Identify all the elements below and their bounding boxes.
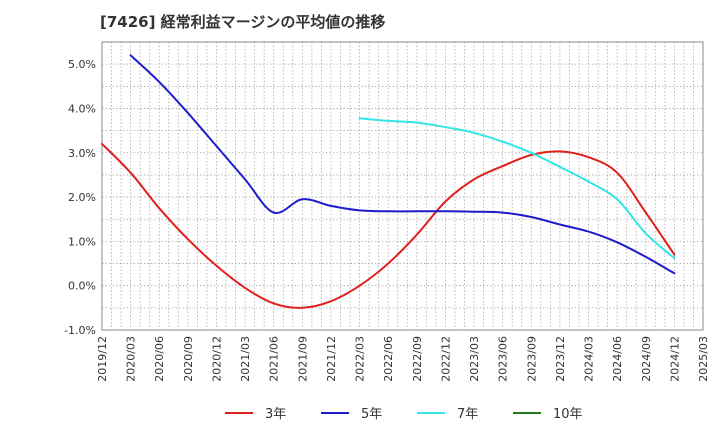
x-tick-label: 2020/12 bbox=[210, 336, 223, 382]
x-tick-label: 2020/06 bbox=[153, 336, 166, 382]
x-tick-label: 2024/06 bbox=[611, 336, 624, 382]
y-tick-label: 5.0% bbox=[68, 58, 96, 71]
y-tick-label: 3.0% bbox=[68, 147, 96, 160]
x-tick-label: 2024/03 bbox=[583, 336, 596, 382]
x-tick-label: 2023/09 bbox=[525, 336, 538, 382]
y-tick-label: -1.0% bbox=[64, 324, 96, 337]
x-tick-label: 2020/09 bbox=[182, 336, 195, 382]
y-axis-tick-labels: 5.0% 4.0% 3.0% 2.0% 1.0% 0.0% -1.0% bbox=[64, 58, 96, 337]
grid bbox=[102, 41, 703, 331]
axes bbox=[101, 41, 704, 331]
legend-label: 10年 bbox=[553, 407, 583, 422]
plot-frame bbox=[101, 41, 704, 331]
x-tick-label: 2022/12 bbox=[439, 336, 452, 382]
y-tick-label: 1.0% bbox=[68, 235, 96, 248]
series-line-2 bbox=[358, 117, 676, 260]
x-tick-label: 2020/03 bbox=[125, 336, 138, 382]
x-tick-label: 2021/12 bbox=[325, 336, 338, 382]
x-tick-label: 2021/09 bbox=[296, 336, 309, 382]
x-tick-label: 2021/03 bbox=[239, 336, 252, 382]
chart-title: [7426] 経常利益マージンの平均値の推移 bbox=[100, 13, 386, 31]
x-tick-label: 2024/09 bbox=[640, 336, 653, 382]
series-line-0 bbox=[101, 142, 676, 309]
legend-label: 3年 bbox=[265, 407, 286, 422]
x-tick-label: 2019/12 bbox=[96, 336, 109, 382]
x-tick-label: 2023/12 bbox=[554, 336, 567, 382]
legend-label: 5年 bbox=[361, 407, 382, 422]
y-tick-label: 0.0% bbox=[68, 280, 96, 293]
x-tick-label: 2023/06 bbox=[497, 336, 510, 382]
x-tick-label: 2025/03 bbox=[697, 336, 710, 382]
x-axis-tick-labels: 2019/12 2020/03 2020/06 2020/09 2020/12 2021/… bbox=[96, 336, 710, 382]
legend: 3年 5年 7年 10年 bbox=[225, 407, 583, 422]
series-line-1 bbox=[129, 54, 676, 275]
x-tick-label: 2021/06 bbox=[268, 336, 281, 382]
series-lines bbox=[101, 54, 676, 309]
legend-label: 7年 bbox=[457, 407, 478, 422]
x-tick-label: 2022/06 bbox=[382, 336, 395, 382]
x-tick-label: 2022/09 bbox=[411, 336, 424, 382]
y-tick-label: 2.0% bbox=[68, 191, 96, 204]
x-tick-label: 2024/12 bbox=[668, 336, 681, 382]
x-tick-label: 2022/03 bbox=[354, 336, 367, 382]
x-tick-label: 2023/03 bbox=[468, 336, 481, 382]
y-tick-label: 4.0% bbox=[68, 102, 96, 115]
